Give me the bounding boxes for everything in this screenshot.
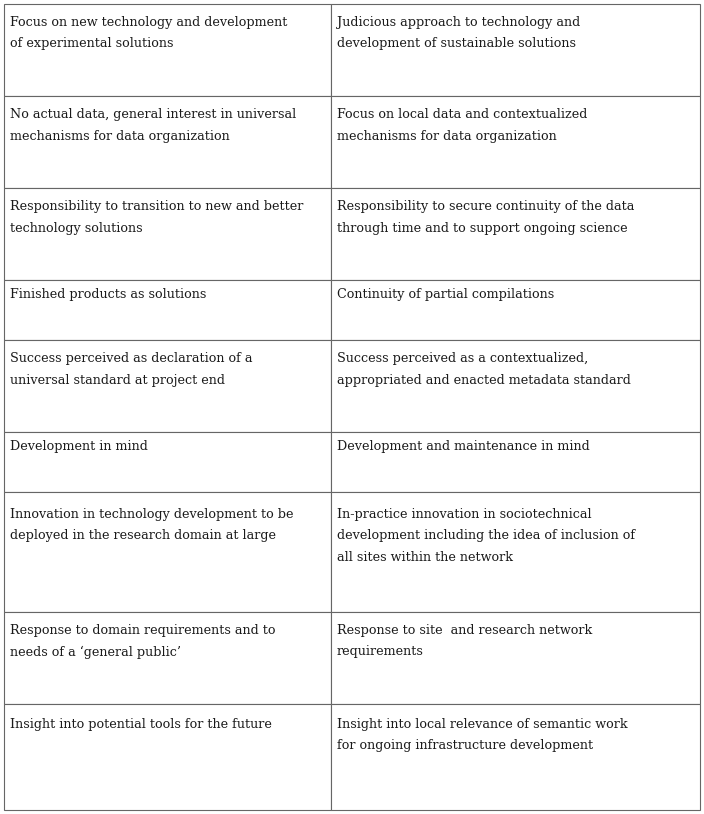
Text: Responsibility to secure continuity of the data
through time and to support ongo: Responsibility to secure continuity of t… (337, 200, 634, 234)
Bar (4, 612, 331, 704)
Text: Insight into potential tools for the future: Insight into potential tools for the fut… (9, 718, 271, 731)
Text: Innovation in technology development to be
deployed in the research domain at la: Innovation in technology development to … (9, 508, 293, 542)
Text: Response to domain requirements and to
needs of a ‘general public’: Response to domain requirements and to n… (9, 624, 275, 659)
Text: Focus on new technology and development
of experimental solutions: Focus on new technology and development … (9, 16, 287, 50)
Text: Response to site  and research network
requirements: Response to site and research network re… (337, 624, 592, 659)
Text: Success perceived as declaration of a
universal standard at project end: Success perceived as declaration of a un… (9, 352, 252, 387)
Bar (331, 492, 700, 612)
Text: Responsibility to transition to new and better
technology solutions: Responsibility to transition to new and … (9, 200, 303, 234)
Bar (4, 340, 331, 432)
Bar (4, 704, 331, 810)
Bar (4, 96, 331, 188)
Bar (331, 280, 700, 340)
Text: Focus on local data and contextualized
mechanisms for data organization: Focus on local data and contextualized m… (337, 108, 587, 142)
Bar (331, 188, 700, 280)
Bar (4, 432, 331, 492)
Bar (331, 96, 700, 188)
Bar (331, 4, 700, 96)
Bar (4, 188, 331, 280)
Bar (331, 340, 700, 432)
Bar (4, 280, 331, 340)
Text: No actual data, general interest in universal
mechanisms for data organization: No actual data, general interest in univ… (9, 108, 296, 142)
Bar (4, 4, 331, 96)
Bar (331, 612, 700, 704)
Bar (331, 704, 700, 810)
Bar (4, 492, 331, 612)
Text: Judicious approach to technology and
development of sustainable solutions: Judicious approach to technology and dev… (337, 16, 580, 50)
Text: Continuity of partial compilations: Continuity of partial compilations (337, 288, 554, 301)
Text: Development in mind: Development in mind (9, 440, 147, 453)
Bar (331, 432, 700, 492)
Text: Success perceived as a contextualized,
appropriated and enacted metadata standar: Success perceived as a contextualized, a… (337, 352, 631, 387)
Text: Insight into local relevance of semantic work
for ongoing infrastructure develop: Insight into local relevance of semantic… (337, 718, 627, 752)
Text: Finished products as solutions: Finished products as solutions (9, 288, 206, 301)
Text: Development and maintenance in mind: Development and maintenance in mind (337, 440, 589, 453)
Text: In-practice innovation in sociotechnical
development including the idea of inclu: In-practice innovation in sociotechnical… (337, 508, 635, 564)
